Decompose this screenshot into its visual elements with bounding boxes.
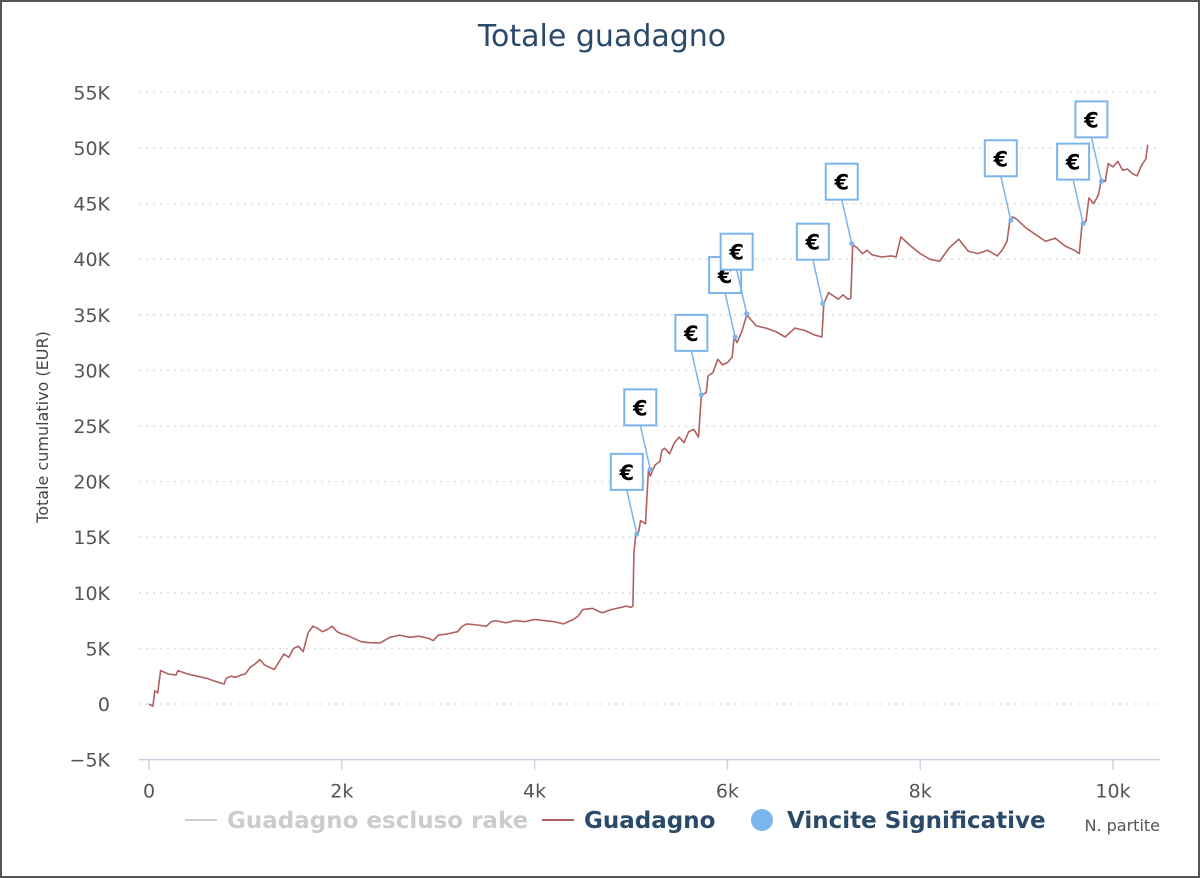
- flag-point: [698, 392, 704, 398]
- y-axis-label: Totale cumulativo (EUR): [33, 331, 52, 524]
- flag-stem: [1072, 179, 1084, 224]
- flag-symbol: €: [728, 241, 744, 265]
- flag-box: [1056, 142, 1091, 181]
- y-tick-label: −5K: [70, 750, 111, 772]
- flag-marker[interactable]: €: [719, 232, 754, 317]
- y-tick-label: 25K: [73, 416, 110, 438]
- y-tick-label: 10K: [73, 583, 110, 605]
- flag-stem: [690, 350, 703, 396]
- y-tick-label: 55K: [73, 82, 110, 104]
- flag-box: [719, 232, 754, 271]
- y-tick-label: 40K: [73, 249, 110, 271]
- y-tick-label: 50K: [73, 138, 110, 160]
- y-axis-ticks: −5K 0 5K 10K 15K 20K 25K 30K 35K 40K 45K 50K 55K: [70, 82, 111, 771]
- x-tick-label: 4k: [523, 781, 546, 803]
- flag-box: [609, 452, 644, 491]
- flag-point: [732, 334, 738, 340]
- flag-point: [820, 301, 826, 307]
- flag-marker[interactable]: €: [983, 139, 1018, 223]
- flag-stem: [735, 269, 748, 314]
- x-tick-label: 8k: [909, 781, 932, 803]
- flag-stem: [841, 199, 853, 244]
- legend-label: Guadagno: [584, 808, 715, 834]
- legend-label: Vincite Significative: [787, 808, 1046, 834]
- flag-marker[interactable]: €: [1074, 100, 1109, 184]
- x-tick-label: 10k: [1095, 781, 1130, 803]
- flag-stem: [724, 292, 736, 338]
- flag-stem: [812, 259, 824, 304]
- chart-title: Totale guadagno: [477, 19, 726, 54]
- flag-symbol: €: [805, 231, 821, 255]
- flag-marker[interactable]: €: [609, 452, 644, 537]
- legend-label: Guadagno escluso rake: [227, 808, 528, 834]
- x-tick-label: 2k: [330, 781, 353, 803]
- flag-box: [1074, 100, 1109, 139]
- flag-stem: [1000, 176, 1012, 221]
- flag-box: [983, 139, 1018, 178]
- flag-point: [849, 241, 855, 247]
- flag-point: [744, 311, 750, 317]
- flag-symbol: €: [1083, 108, 1099, 132]
- flag-stem: [639, 425, 652, 470]
- flag-symbol: €: [1065, 151, 1081, 175]
- flag-symbol: €: [618, 461, 634, 485]
- flag-marker[interactable]: €: [1056, 142, 1091, 227]
- flag-box: [795, 222, 830, 261]
- x-axis-label: N. partite: [1084, 816, 1160, 835]
- y-tick-label: 0: [98, 694, 110, 716]
- flag-symbol: €: [993, 147, 1009, 171]
- legend-symbol-dot: [751, 809, 773, 831]
- x-tick-label: 0: [143, 781, 155, 803]
- flag-symbol: €: [683, 322, 699, 346]
- y-tick-label: 15K: [73, 527, 110, 549]
- x-tick-label: 6k: [716, 781, 739, 803]
- flag-stem: [1090, 137, 1103, 182]
- flag-point: [1080, 221, 1086, 227]
- y-tick-label: 30K: [73, 360, 110, 382]
- flag-box: [674, 313, 709, 352]
- series-line-guadagno[interactable]: [148, 144, 1149, 707]
- flag-symbol: €: [632, 396, 648, 420]
- flag-point: [634, 531, 640, 537]
- y-tick-label: 35K: [73, 305, 110, 327]
- x-axis: 0 2k 4k 6k 8k 10k: [139, 758, 1160, 803]
- flag-marker[interactable]: €: [674, 313, 709, 398]
- y-tick-label: 5K: [85, 638, 110, 660]
- flag-point: [1008, 217, 1014, 223]
- flag-point: [1098, 178, 1104, 184]
- flag-marker[interactable]: €: [623, 388, 658, 472]
- y-tick-label: 45K: [73, 194, 110, 216]
- y-tick-label: 20K: [73, 472, 110, 494]
- flag-box: [623, 388, 658, 427]
- series-layer: [148, 144, 1149, 707]
- flag-point: [647, 466, 653, 472]
- legend[interactable]: Guadagno escluso rake Guadagno Vincite Sig…: [185, 808, 1046, 834]
- legend-item[interactable]: Guadagno: [542, 808, 715, 834]
- legend-item[interactable]: Vincite Significative: [751, 808, 1046, 834]
- flag-symbol: €: [833, 171, 849, 195]
- flag-box: [824, 162, 859, 201]
- flags-layer[interactable]: €€€€€ €€€ €€: [609, 100, 1109, 537]
- flag-marker[interactable]: €: [824, 162, 859, 247]
- legend-item[interactable]: Guadagno escluso rake: [185, 808, 528, 834]
- flag-marker[interactable]: €: [795, 222, 830, 307]
- flag-stem: [626, 489, 638, 535]
